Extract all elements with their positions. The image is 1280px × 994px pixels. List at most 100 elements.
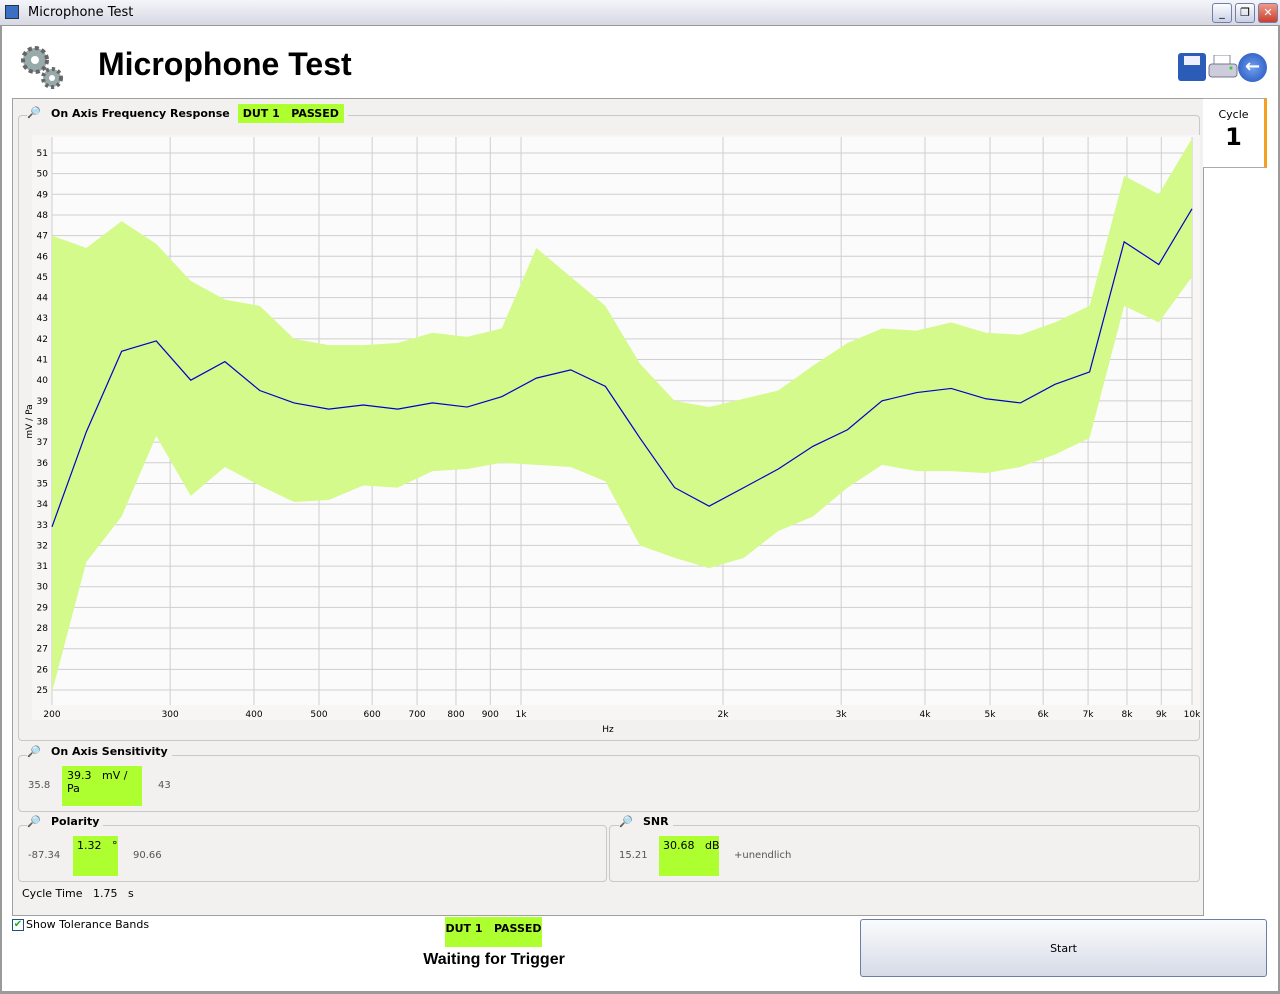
polarity-max: 90.66 [133,850,162,861]
y-tick-label: 38 [37,418,49,428]
gears-icon [18,44,66,90]
frequency-response-chart: 25 26 27 28 29 30 31 32 33 34 35 36 37 38 39 40 41 42 43 44… [25,135,1200,735]
polarity-header: 🔎 Polarity [27,815,104,831]
cycle-label: Cycle [1218,108,1249,121]
y-tick-label: 50 [37,170,49,180]
x-tick-label: 1k [516,710,528,720]
snr-header: 🔎 SNR [619,815,673,831]
checkbox-label: Show Tolerance Bands [26,918,150,931]
start-button-label: Start [1050,941,1077,955]
x-tick-label: 7k [1083,710,1095,720]
cycle-time-label: Cycle Time [22,887,83,900]
polarity-group [18,825,607,882]
y-tick-label: 31 [37,562,48,572]
save-icon[interactable] [1178,53,1206,81]
y-tick-label: 42 [37,335,48,345]
measurement-line [51,208,1193,528]
title-bar: Microphone Test _ ❐ ✕ [0,0,1280,26]
x-tick-label: 2k [718,710,730,720]
sensitivity-title: On Axis Sensitivity [47,745,172,761]
snr-unit: dB [705,839,720,852]
dut-status-badge: DUT 1 PASSED [237,104,344,123]
magnifier-icon[interactable]: 🔎 [27,745,41,758]
restore-button[interactable]: ❐ [1235,3,1255,23]
y-tick-label: 33 [37,521,48,531]
x-tick-label: 6k [1038,710,1050,720]
back-icon[interactable]: ← [1238,53,1267,82]
snr-value: 30.68 [663,839,695,852]
x-axis-label: Hz [602,725,614,735]
print-icon[interactable] [1208,54,1238,81]
magnifier-icon[interactable]: 🔎 [619,815,633,828]
snr-value-box: 30.68 dB [659,836,720,876]
tolerance-band [52,138,1192,693]
polarity-value: 1.32 [77,839,102,852]
x-tick-label: 10k [1184,710,1200,720]
close-button[interactable]: ✕ [1258,3,1278,23]
y-tick-label: 40 [37,376,49,386]
cycle-time: Cycle Time 1.75 s [22,887,134,900]
y-tick-label: 39 [37,397,49,407]
frequency-response-header: 🔎 On Axis Frequency Response DUT 1 PASSE… [27,104,348,123]
snr-max: +unendlich [734,850,792,861]
sensitivity-header: 🔎 On Axis Sensitivity [27,745,172,761]
y-tick-label: 27 [37,645,48,655]
magnifier-icon[interactable]: 🔎 [27,105,41,119]
y-tick-label: 28 [37,624,49,634]
x-tick-label: 5k [985,710,997,720]
x-tick-label: 700 [408,710,425,720]
y-tick-label: 48 [37,211,49,221]
y-tick-label: 51 [37,149,48,159]
sensitivity-group [18,755,1200,812]
y-tick-label: 25 [37,686,48,696]
show-tolerance-bands-checkbox[interactable]: ✔ Show Tolerance Bands [12,918,149,931]
polarity-title: Polarity [47,815,104,831]
polarity-unit: ° [112,839,118,852]
minimize-button[interactable]: _ [1212,3,1232,23]
y-tick-label: 32 [37,541,48,551]
polarity-min: -87.34 [28,850,61,861]
x-tick-label: 800 [447,710,464,720]
x-tick-label: 4k [920,710,932,720]
x-tick-label: 300 [162,710,179,720]
cycle-tab[interactable]: Cycle 1 [1203,98,1267,168]
footer-dut-status-badge: DUT 1 PASSED [445,917,542,947]
window-title: Microphone Test [28,5,134,20]
x-tick-label: 9k [1156,710,1168,720]
sensitivity-value: 39.3 [67,769,92,782]
x-tick-label: 500 [310,710,327,720]
x-tick-label: 400 [245,710,262,720]
frequency-response-title: On Axis Frequency Response [47,107,234,120]
snr-group [609,825,1200,882]
snr-title: SNR [639,815,673,831]
x-tick-label: 3k [836,710,848,720]
x-tick-label: 600 [364,710,381,720]
y-tick-label: 29 [37,603,49,613]
sensitivity-max: 43 [158,780,171,791]
x-tick-label: 900 [482,710,499,720]
magnifier-icon[interactable]: 🔎 [27,815,41,828]
y-tick-label: 30 [37,583,49,593]
sensitivity-min: 35.8 [28,780,51,791]
y-tick-label: 44 [37,294,49,304]
sensitivity-value-box: 39.3 mV / Pa [62,766,142,806]
app-icon [5,5,19,19]
y-tick-label: 37 [37,438,48,448]
y-tick-label: 34 [37,500,49,510]
window-frame [0,26,1280,994]
start-button[interactable]: Start [860,919,1267,977]
y-tick-label: 49 [37,190,49,200]
checkbox-check-icon[interactable]: ✔ [12,918,24,931]
y-tick-label: 41 [37,356,48,366]
y-tick-label: 46 [37,252,49,262]
cycle-value: 1 [1225,123,1242,151]
y-tick-label: 43 [37,314,48,324]
y-axis-label: mV / Pa [25,404,35,438]
page-title: Microphone Test [98,46,352,82]
status-text: Waiting for Trigger [423,951,565,968]
cycle-time-unit: s [127,887,134,900]
cycle-time-value: 1.75 [92,887,118,900]
y-tick-label: 26 [37,665,49,675]
y-tick-label: 45 [37,273,48,283]
x-tick-label: 8k [1121,710,1133,720]
